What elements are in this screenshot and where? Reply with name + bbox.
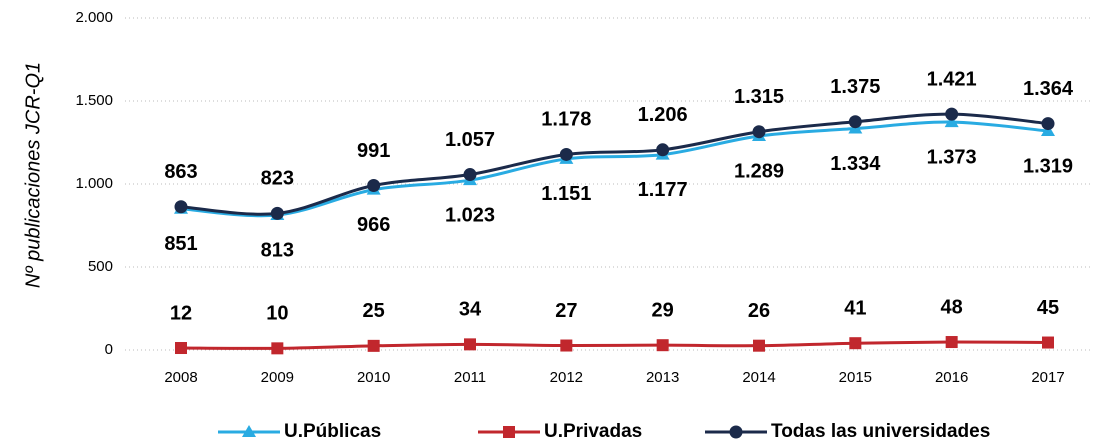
data-label: 851 (164, 233, 197, 255)
data-label: 813 (261, 239, 294, 261)
data-label: 41 (844, 297, 866, 319)
legend-marker (503, 426, 515, 438)
data-label: 12 (170, 302, 192, 324)
data-point (367, 178, 381, 192)
data-label: 1.319 (1023, 155, 1073, 177)
legend-label: U.Privadas (544, 421, 642, 442)
y-tick-label: 2.000 (75, 9, 113, 26)
data-label: 863 (164, 161, 197, 183)
y-tick-label: 1.000 (75, 175, 113, 192)
x-tick-label: 2017 (1031, 369, 1064, 386)
series-line (180, 120, 1049, 218)
data-label: 27 (555, 300, 577, 322)
data-point (656, 339, 669, 352)
data-label: 34 (459, 299, 482, 321)
data-point (560, 339, 573, 352)
data-point (1041, 117, 1055, 131)
data-label: 1.373 (927, 146, 977, 168)
y-tick-label: 1.500 (75, 92, 113, 109)
data-label: 966 (357, 214, 390, 236)
data-point (271, 342, 284, 355)
data-point (367, 339, 380, 352)
x-tick-label: 2013 (646, 369, 679, 386)
data-label: 25 (363, 300, 385, 322)
data-point (559, 147, 573, 161)
data-point (463, 168, 477, 182)
x-tick-label: 2015 (839, 369, 872, 386)
data-label: 1.206 (638, 104, 688, 126)
data-point (848, 115, 862, 129)
legend-marker (242, 425, 256, 437)
data-label: 1.057 (445, 129, 495, 151)
x-tick-label: 2009 (261, 369, 294, 386)
data-label: 10 (266, 303, 288, 325)
data-label: 1.375 (830, 76, 880, 98)
x-tick-label: 2008 (164, 369, 197, 386)
data-label: 1.177 (638, 179, 688, 201)
y-axis-label: Nº publicaciones JCR-Q1 (22, 62, 44, 288)
x-tick-label: 2010 (357, 369, 390, 386)
data-point (656, 143, 670, 157)
data-label: 1.315 (734, 86, 784, 108)
data-label: 1.151 (541, 183, 591, 205)
data-label: 823 (261, 168, 294, 190)
data-point (1042, 336, 1054, 349)
data-point (175, 342, 187, 355)
series-line (180, 340, 1049, 350)
data-label: 1.334 (830, 153, 881, 175)
data-point (753, 339, 765, 352)
data-label: 29 (652, 299, 674, 321)
y-tick-label: 0 (105, 341, 113, 358)
data-label: 45 (1037, 297, 1059, 319)
legend-label: U.Públicas (284, 421, 381, 442)
y-tick-label: 500 (88, 258, 113, 275)
data-label: 991 (357, 140, 390, 162)
data-point (174, 200, 188, 214)
data-label: 1.023 (445, 204, 495, 226)
data-point (752, 125, 766, 139)
data-label: 1.289 (734, 160, 784, 182)
data-point (464, 338, 476, 351)
data-point (270, 206, 284, 220)
series-line (180, 112, 1049, 216)
x-tick-label: 2011 (454, 369, 486, 386)
data-point (849, 337, 862, 350)
data-label: 26 (748, 300, 770, 322)
x-tick-label: 2014 (742, 369, 775, 386)
data-point (944, 115, 959, 128)
data-point (945, 107, 959, 121)
legend-label: Todas las universidades (771, 421, 990, 442)
data-label: 1.421 (927, 68, 977, 90)
data-point (945, 336, 958, 349)
data-label: 1.178 (541, 109, 591, 131)
x-tick-label: 2016 (935, 369, 968, 386)
x-tick-label: 2012 (550, 369, 583, 386)
data-label: 48 (941, 296, 963, 318)
legend-marker (729, 425, 743, 439)
data-label: 1.364 (1023, 78, 1074, 100)
